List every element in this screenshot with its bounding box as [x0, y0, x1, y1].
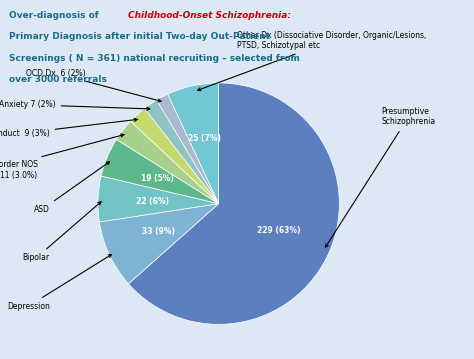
Text: 33 (9%): 33 (9%)	[142, 227, 175, 236]
Text: 229 (63%): 229 (63%)	[257, 226, 301, 236]
Text: Presumptive
Schizophrenia: Presumptive Schizophrenia	[326, 107, 436, 247]
Wedge shape	[156, 94, 219, 204]
Text: over 3000 referrals: over 3000 referrals	[9, 75, 107, 84]
Wedge shape	[130, 108, 219, 204]
Text: Over-diagnosis of: Over-diagnosis of	[9, 11, 102, 20]
Text: 25 (7%): 25 (7%)	[188, 134, 221, 143]
Wedge shape	[117, 121, 219, 204]
Wedge shape	[98, 176, 219, 222]
Text: Psychotic Disorder NOS
11 (3.0%): Psychotic Disorder NOS 11 (3.0%)	[0, 134, 124, 180]
Wedge shape	[101, 139, 219, 204]
Wedge shape	[128, 83, 339, 324]
Text: Other Dx (Dissociative Disorder, Organic/Lesions,
PTSD, Schizotypal etc: Other Dx (Dissociative Disorder, Organic…	[198, 31, 426, 91]
Text: 22 (6%): 22 (6%)	[136, 196, 169, 206]
Text: OCD Dx  6 (2%): OCD Dx 6 (2%)	[26, 69, 161, 102]
Text: ASD: ASD	[34, 162, 109, 214]
Text: Primary Diagnosis after initial Two-day Out-Patient: Primary Diagnosis after initial Two-day …	[9, 32, 271, 41]
Text: Screenings ( N = 361) national recruiting – selected from: Screenings ( N = 361) national recruitin…	[9, 54, 301, 63]
Text: Depression: Depression	[7, 255, 111, 311]
Text: 19 (5%): 19 (5%)	[141, 173, 174, 182]
Wedge shape	[168, 83, 219, 204]
Wedge shape	[145, 100, 219, 204]
Text: Anxiety 7 (2%): Anxiety 7 (2%)	[0, 100, 150, 110]
Text: Bipolar: Bipolar	[23, 202, 101, 262]
Wedge shape	[100, 204, 219, 284]
Text: Childhood-Onset Schizophrenia:: Childhood-Onset Schizophrenia:	[128, 11, 291, 20]
Text: Conduct  9 (3%): Conduct 9 (3%)	[0, 118, 137, 138]
